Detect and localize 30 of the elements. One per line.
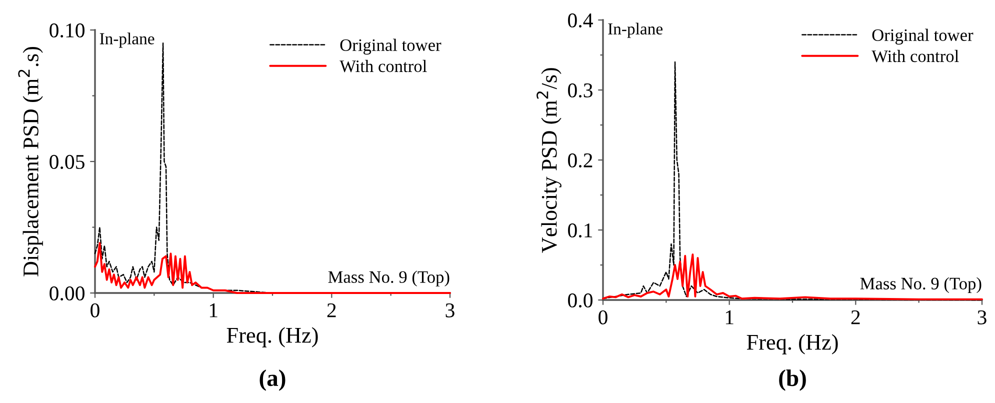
y-tick-label: 0.2 [568, 153, 592, 168]
annotation: In-plane [100, 32, 154, 48]
y-tick-label: 0.00 [50, 286, 84, 301]
x-tick-label: 1 [726, 310, 734, 324]
y-tick-label: 0.10 [50, 23, 84, 38]
y-tick-label: 0.3 [568, 83, 592, 98]
legend-label: Original tower [340, 38, 442, 55]
legend-label: With control [340, 60, 427, 72]
annotation: Mass No. 9 (Top) [328, 270, 450, 286]
text: (a) [260, 370, 286, 391]
y-axis-title: Velocity PSD (m$^{2}$/s) [536, 68, 562, 253]
x-tick-label: 2 [851, 310, 860, 324]
y-tick-label: 0.05 [50, 154, 84, 170]
y-tick-label: 0.1 [568, 223, 592, 238]
legend-label: Original tower [872, 28, 974, 45]
y-tick-label: 0.0 [568, 293, 592, 308]
x-tick-label: 1 [210, 303, 218, 318]
x-tick-label: 2 [327, 303, 336, 318]
x-tick-label: 3 [978, 310, 986, 324]
annotation: In-plane [608, 22, 662, 38]
x-tick-label: 0 [90, 303, 100, 318]
x-axis-title: Freq. (Hz) [746, 334, 838, 354]
x-tick-label: 0 [598, 310, 608, 324]
text: (b) [779, 370, 806, 391]
x-tick-label: 3 [446, 303, 454, 318]
annotation: Mass No. 9 (Top) [860, 277, 982, 293]
y-tick-label: 0.4 [568, 13, 593, 28]
y-axis-title: Displacement PSD (m$^{2}$.s) [18, 46, 43, 276]
legend-label: With control [872, 50, 959, 62]
x-axis-title: Freq. (Hz) [226, 327, 318, 348]
